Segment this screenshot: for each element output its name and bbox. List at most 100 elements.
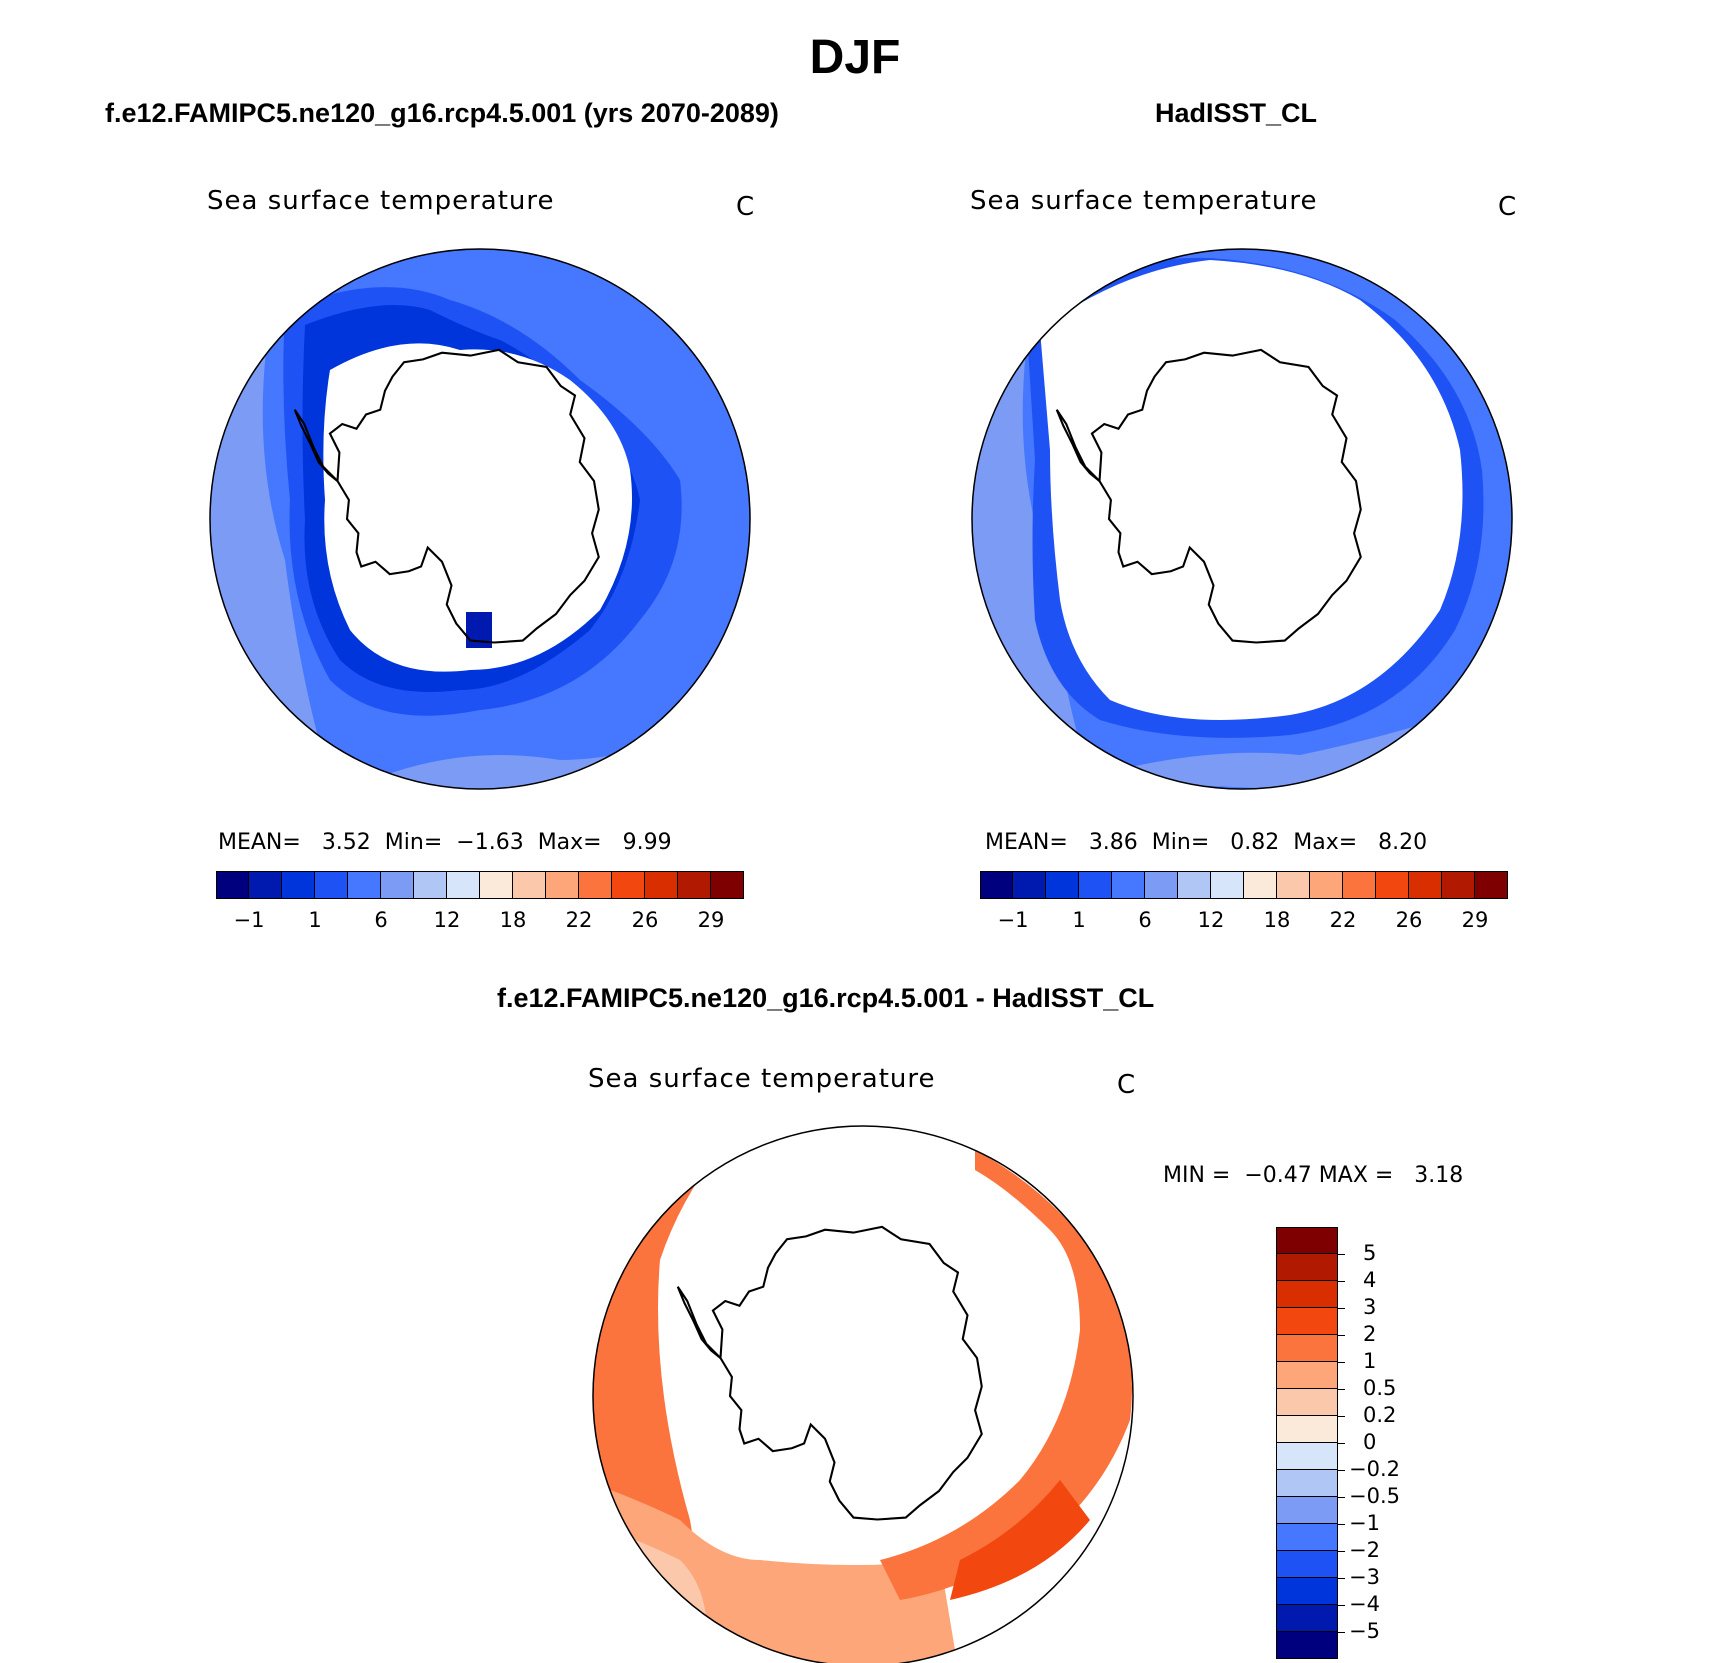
colorbar-diff-swatch xyxy=(1276,1551,1338,1578)
colorbar-obs-swatch xyxy=(1079,871,1112,899)
colorbar-diff-label: −2 xyxy=(1349,1538,1380,1562)
colorbar-diff-label: 0.2 xyxy=(1363,1403,1397,1427)
colorbar-model-tick-label: 1 xyxy=(308,908,322,932)
colorbar-diff-label: −1 xyxy=(1349,1511,1380,1535)
colorbar-diff-tick xyxy=(1338,1605,1345,1606)
colorbar-diff-swatch xyxy=(1276,1443,1338,1470)
colorbar-model-tick-label: 12 xyxy=(433,908,461,932)
colorbar-obs-tick-label: 6 xyxy=(1138,908,1152,932)
colorbar-model-swatch xyxy=(447,871,480,899)
colorbar-diff-tick xyxy=(1338,1416,1345,1417)
panel-title-diff: f.e12.FAMIPC5.ne120_g16.rcp4.5.001 - Had… xyxy=(497,983,1155,1013)
colorbar-obs-tick-label: 12 xyxy=(1197,908,1225,932)
colorbar-model-swatch xyxy=(348,871,381,899)
colorbar-model-swatch xyxy=(546,871,579,899)
colorbar-diff-label: −3 xyxy=(1349,1565,1380,1589)
colorbar-model-swatch xyxy=(216,871,249,899)
colorbar-obs-tick-label: 26 xyxy=(1395,908,1423,932)
colorbar-diff-swatch xyxy=(1276,1524,1338,1551)
colorbar-diff-swatch xyxy=(1276,1335,1338,1362)
colorbar-model-swatch xyxy=(579,871,612,899)
variable-title-model: Sea surface temperature xyxy=(207,186,555,216)
colorbar-obs-swatch xyxy=(1277,871,1310,899)
colorbar-diff-label: −0.5 xyxy=(1349,1484,1400,1508)
colorbar-diff-tick xyxy=(1338,1524,1345,1525)
colorbar-diff-label: 0.5 xyxy=(1363,1376,1397,1400)
colorbar-diff-swatch xyxy=(1276,1254,1338,1281)
colorbar-ticks-obs: −1 1 6 12 18 22 26 29 xyxy=(980,908,1508,936)
variable-title-obs: Sea surface temperature xyxy=(970,186,1318,216)
units-obs: C xyxy=(1498,192,1517,222)
colorbar-model-swatch xyxy=(513,871,546,899)
colorbar-model-swatch xyxy=(711,871,744,899)
colorbar-model-swatch xyxy=(645,871,678,899)
colorbar-model-swatch xyxy=(480,871,513,899)
colorbar-diff-swatch xyxy=(1276,1632,1338,1659)
colorbar-diff-label: 5 xyxy=(1363,1241,1377,1265)
variable-title-diff: Sea surface temperature xyxy=(588,1064,936,1094)
colorbar-diff-label: −4 xyxy=(1349,1592,1380,1616)
colorbar-obs-swatch xyxy=(1013,871,1046,899)
colorbar-model-tick-label: −1 xyxy=(233,908,265,932)
colorbar-diff-swatch xyxy=(1276,1416,1338,1443)
colorbar-ticks-model: −1 1 6 12 18 22 26 29 xyxy=(216,908,744,936)
colorbar-model-swatch xyxy=(249,871,282,899)
colorbar-diff xyxy=(1276,1227,1338,1659)
colorbar-labels-diff: 5 4 3 2 1 0.5 0.2 0 −0.2 −0.5 −1 −2 −3 −4 −5 xyxy=(1338,1227,1458,1659)
panel-title-obs: HadISST_CL xyxy=(1155,98,1318,128)
colorbar-diff-swatch xyxy=(1276,1578,1338,1605)
colorbar-obs-swatch xyxy=(1475,871,1508,899)
colorbar-diff-tick xyxy=(1338,1389,1345,1390)
colorbar-obs-swatch xyxy=(980,871,1013,899)
colorbar-diff-tick xyxy=(1338,1335,1345,1336)
colorbar-diff-swatch xyxy=(1276,1389,1338,1416)
colorbar-diff-swatch xyxy=(1276,1227,1338,1254)
colorbar-diff-label: 2 xyxy=(1363,1322,1377,1346)
colorbar-diff-label: −5 xyxy=(1349,1619,1380,1643)
colorbar-obs-tick-label: 29 xyxy=(1461,908,1489,932)
colorbar-diff-tick xyxy=(1338,1578,1345,1579)
colorbar-obs-swatch xyxy=(1244,871,1277,899)
colorbar-obs-tick-label: 22 xyxy=(1329,908,1357,932)
colorbar-model-tick-label: 26 xyxy=(631,908,659,932)
colorbar-diff-swatch xyxy=(1276,1605,1338,1632)
colorbar-diff-tick xyxy=(1338,1254,1345,1255)
figure-title: DJF xyxy=(809,31,901,84)
colorbar-obs-swatch xyxy=(1112,871,1145,899)
colorbar-diff-tick xyxy=(1338,1470,1345,1471)
colorbar-obs-tick-label: 1 xyxy=(1072,908,1086,932)
colorbar-diff-tick xyxy=(1338,1632,1345,1633)
colorbar-diff-label: 0 xyxy=(1363,1430,1377,1454)
colorbar-diff-label: −0.2 xyxy=(1349,1457,1400,1481)
stats-diff: MIN = −0.47 MAX = 3.18 xyxy=(1163,1163,1464,1188)
colorbar-obs-swatch xyxy=(1211,871,1244,899)
colorbar-diff-tick xyxy=(1338,1551,1345,1552)
colorbar-obs-tick-label: 18 xyxy=(1263,908,1291,932)
colorbar-obs-swatch xyxy=(1442,871,1475,899)
colorbar-diff-label: 3 xyxy=(1363,1295,1377,1319)
units-model: C xyxy=(736,192,755,222)
colorbar-diff-swatch xyxy=(1276,1497,1338,1524)
panel-title-model: f.e12.FAMIPC5.ne120_g16.rcp4.5.001 (yrs … xyxy=(105,98,779,128)
colorbar-obs-swatch xyxy=(1376,871,1409,899)
colorbar-diff-label: 4 xyxy=(1363,1268,1377,1292)
colorbar-diff-tick xyxy=(1338,1281,1345,1282)
colorbar-obs-swatch xyxy=(1178,871,1211,899)
colorbar-diff-swatch xyxy=(1276,1308,1338,1335)
colorbar-diff-swatch xyxy=(1276,1362,1338,1389)
colorbar-model-swatch xyxy=(678,871,711,899)
colorbar-diff-tick xyxy=(1338,1443,1345,1444)
colorbar-diff-swatch xyxy=(1276,1281,1338,1308)
colorbar-obs-swatch xyxy=(1046,871,1079,899)
colorbar-model xyxy=(216,871,744,899)
colorbar-model-tick-label: 29 xyxy=(697,908,725,932)
colorbar-model-swatch xyxy=(315,871,348,899)
stats-obs: MEAN= 3.86 Min= 0.82 Max= 8.20 xyxy=(985,830,1428,855)
colorbar-obs-tick-label: −1 xyxy=(997,908,1029,932)
colorbar-obs xyxy=(980,871,1508,899)
colorbar-obs-swatch xyxy=(1343,871,1376,899)
colorbar-diff-tick xyxy=(1338,1362,1345,1363)
colorbar-model-swatch xyxy=(381,871,414,899)
colorbar-diff-tick xyxy=(1338,1497,1345,1498)
